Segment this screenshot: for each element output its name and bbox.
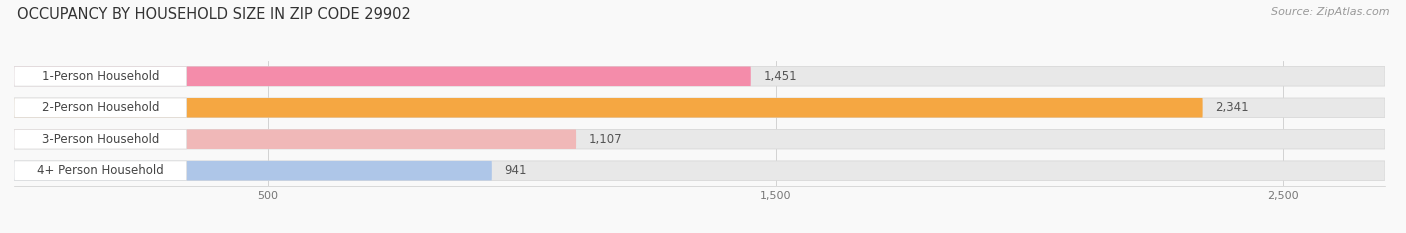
FancyBboxPatch shape xyxy=(14,67,1385,86)
FancyBboxPatch shape xyxy=(14,67,751,86)
FancyBboxPatch shape xyxy=(14,130,1385,149)
Text: 2,341: 2,341 xyxy=(1215,101,1249,114)
FancyBboxPatch shape xyxy=(14,98,1202,117)
FancyBboxPatch shape xyxy=(14,130,187,149)
FancyBboxPatch shape xyxy=(14,161,1385,180)
Text: Source: ZipAtlas.com: Source: ZipAtlas.com xyxy=(1271,7,1389,17)
FancyBboxPatch shape xyxy=(14,130,576,149)
Text: 941: 941 xyxy=(505,164,527,177)
Text: 2-Person Household: 2-Person Household xyxy=(42,101,159,114)
Text: 3-Person Household: 3-Person Household xyxy=(42,133,159,146)
Text: 1,107: 1,107 xyxy=(589,133,623,146)
FancyBboxPatch shape xyxy=(14,98,187,117)
FancyBboxPatch shape xyxy=(14,161,187,180)
FancyBboxPatch shape xyxy=(14,98,1385,117)
FancyBboxPatch shape xyxy=(14,161,492,180)
Text: 1,451: 1,451 xyxy=(763,70,797,83)
Text: OCCUPANCY BY HOUSEHOLD SIZE IN ZIP CODE 29902: OCCUPANCY BY HOUSEHOLD SIZE IN ZIP CODE … xyxy=(17,7,411,22)
Text: 4+ Person Household: 4+ Person Household xyxy=(37,164,163,177)
FancyBboxPatch shape xyxy=(14,67,187,86)
Text: 1-Person Household: 1-Person Household xyxy=(42,70,159,83)
